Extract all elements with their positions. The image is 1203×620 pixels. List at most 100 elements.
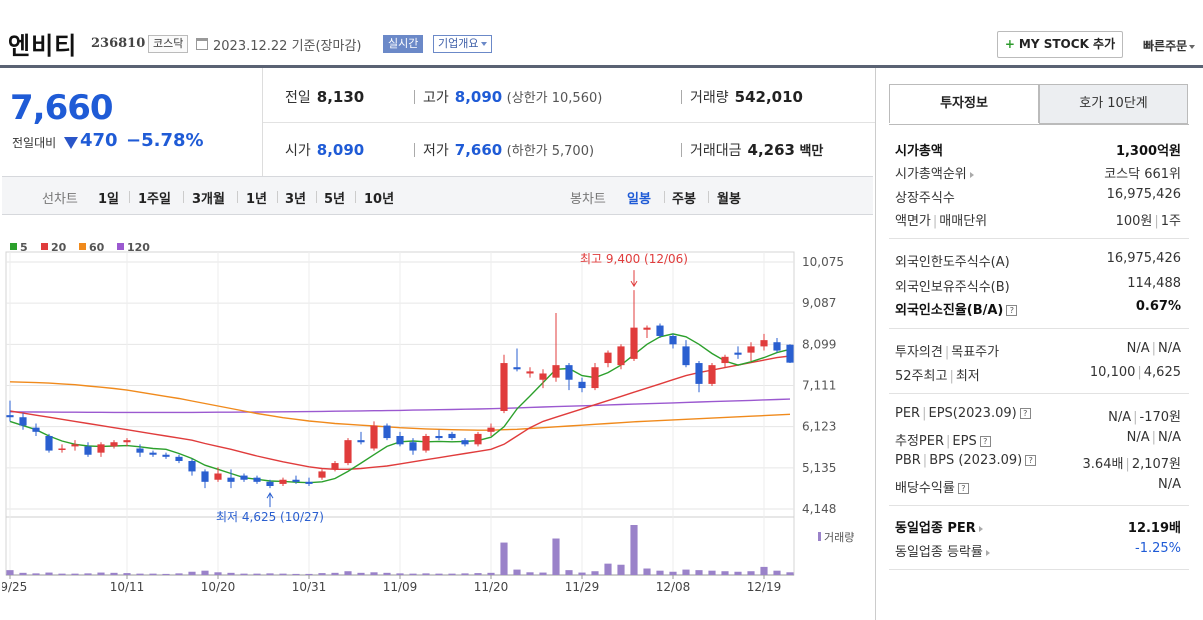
- quick-order-button[interactable]: 빠른주문: [1143, 37, 1196, 54]
- help-icon[interactable]: ?: [957, 483, 969, 494]
- candle-body: [331, 463, 339, 470]
- info-opinion: 투자의견 | 목표주가 N/A | N/A: [895, 341, 1181, 360]
- divider: [316, 191, 317, 203]
- candle-body: [526, 371, 534, 374]
- candle-body: [435, 435, 443, 439]
- period-5y[interactable]: 5년: [324, 192, 346, 207]
- candle-body: [760, 340, 768, 347]
- volume-bar: [84, 573, 92, 575]
- candle-body: [682, 346, 690, 366]
- upper-limit: (상한가 10,560): [506, 91, 603, 106]
- quote-amount: 거래대금 4,263 백만: [690, 140, 823, 160]
- quote-prev-value: 8,130: [316, 88, 365, 106]
- section-divider: [889, 328, 1189, 329]
- legend-label: 120: [127, 241, 150, 254]
- period-10y[interactable]: 10년: [364, 192, 395, 207]
- caret-down-icon: [1189, 44, 1196, 49]
- divider: [681, 143, 682, 157]
- change-amount: 470: [80, 130, 118, 151]
- volume-bar: [617, 564, 625, 575]
- candle-monthly[interactable]: 월봉: [717, 192, 741, 207]
- candle-body: [487, 427, 495, 432]
- y-tick-label: 10,075: [802, 255, 844, 269]
- tab-order-book[interactable]: 호가 10단계: [1039, 84, 1188, 124]
- candle-body: [513, 367, 521, 370]
- info-key-2: BPS (2023.09): [929, 453, 1023, 468]
- volume-bar: [19, 572, 27, 575]
- info-est-per: 추정PER | EPS? N/A | N/A: [895, 430, 1181, 449]
- candle-body: [19, 417, 27, 426]
- price-chart[interactable]: 10,075 9,087 8,099 7,111 6,123 5,135 4,148 09/2…: [2, 215, 873, 620]
- volume-bar: [773, 570, 781, 575]
- help-icon[interactable]: ?: [979, 436, 991, 447]
- current-price: 7,660: [10, 88, 114, 128]
- quick-order-label: 빠른주문: [1143, 39, 1188, 53]
- period-3m[interactable]: 3개월: [192, 192, 225, 207]
- realtime-button[interactable]: 실시간: [383, 35, 424, 53]
- tab-invest-info[interactable]: 투자정보: [889, 84, 1039, 124]
- help-icon[interactable]: ?: [1025, 455, 1037, 466]
- candle-body: [591, 367, 599, 389]
- info-key: 동일업종 등락률: [895, 545, 983, 560]
- candle-body: [734, 352, 742, 355]
- info-market-cap: 시가총액 1,300억원: [895, 140, 1181, 160]
- volume-bar: [162, 573, 170, 575]
- candle-body: [318, 471, 326, 478]
- quote-divider: [263, 122, 875, 123]
- y-tick-label: 9,087: [802, 296, 836, 310]
- info-sector-change[interactable]: 동일업종 등락률 -1.25%: [895, 541, 1181, 561]
- period-1d[interactable]: 1일: [98, 192, 120, 207]
- company-overview-button[interactable]: 기업개요: [433, 35, 493, 53]
- volume-bar: [97, 572, 105, 575]
- quote-low: 저가 7,660 (하한가 5,700): [423, 140, 594, 160]
- info-key-2: 목표주가: [951, 345, 1000, 360]
- candle-body: [253, 477, 261, 482]
- candle-daily[interactable]: 일봉: [627, 192, 651, 207]
- volume-bar: [175, 573, 183, 575]
- stock-code: 236810: [91, 36, 146, 51]
- period-3y[interactable]: 3년: [285, 192, 307, 207]
- divider: [355, 191, 356, 203]
- info-sector-per[interactable]: 동일업종 PER 12.19배: [895, 517, 1181, 537]
- candle-weekly[interactable]: 주봉: [672, 192, 696, 207]
- info-foreign-ratio: 외국인소진율(B/A)? 0.67%: [895, 299, 1181, 319]
- info-market-cap-rank[interactable]: 시가총액순위 코스닥 661위: [895, 163, 1181, 183]
- x-tick-label: 10/11: [110, 580, 145, 594]
- candle-body: [630, 327, 638, 359]
- divider: [129, 191, 130, 203]
- volume-bar: [435, 573, 443, 575]
- caret-down-icon: [481, 42, 488, 46]
- period-1w[interactable]: 1주일: [138, 192, 171, 207]
- candle-body: [643, 327, 651, 330]
- company-overview-label: 기업개요: [438, 37, 479, 50]
- info-value: 코스닥 661위: [1104, 167, 1181, 182]
- candle-body: [357, 440, 365, 443]
- info-key: 투자의견: [895, 345, 943, 360]
- candle-body: [175, 456, 183, 461]
- info-key: 시가총액: [895, 144, 943, 159]
- info-key-2: EPS(2023.09): [928, 406, 1017, 421]
- info-key: 52주최고: [895, 369, 948, 384]
- volume-bar: [110, 572, 118, 575]
- candle-body: [110, 442, 118, 447]
- chevron-right-icon: [978, 525, 983, 532]
- info-key: 배당수익률: [895, 481, 955, 496]
- candle-body: [461, 440, 469, 445]
- quote-prev: 전일 8,130: [285, 87, 364, 107]
- y-tick-label: 7,111: [802, 379, 836, 393]
- candle-body: [188, 460, 196, 472]
- info-key: 시가총액순위: [895, 167, 967, 182]
- volume-bar: [487, 572, 495, 575]
- period-1y[interactable]: 1년: [246, 192, 268, 207]
- volume-bar: [539, 572, 547, 575]
- stock-name: 엔비티: [8, 32, 78, 60]
- volume-bar: [357, 572, 365, 575]
- add-my-stock-button[interactable]: + MY STOCK 추가: [997, 31, 1123, 58]
- help-icon[interactable]: ?: [1006, 305, 1018, 316]
- volume-bar: [136, 573, 144, 575]
- legend-label: 5: [20, 241, 28, 254]
- base-date: 2023.12.22 기준(장마감): [213, 39, 362, 54]
- help-icon[interactable]: ?: [1019, 408, 1031, 419]
- volume-bar: [58, 573, 66, 575]
- info-key: PBR: [895, 453, 921, 468]
